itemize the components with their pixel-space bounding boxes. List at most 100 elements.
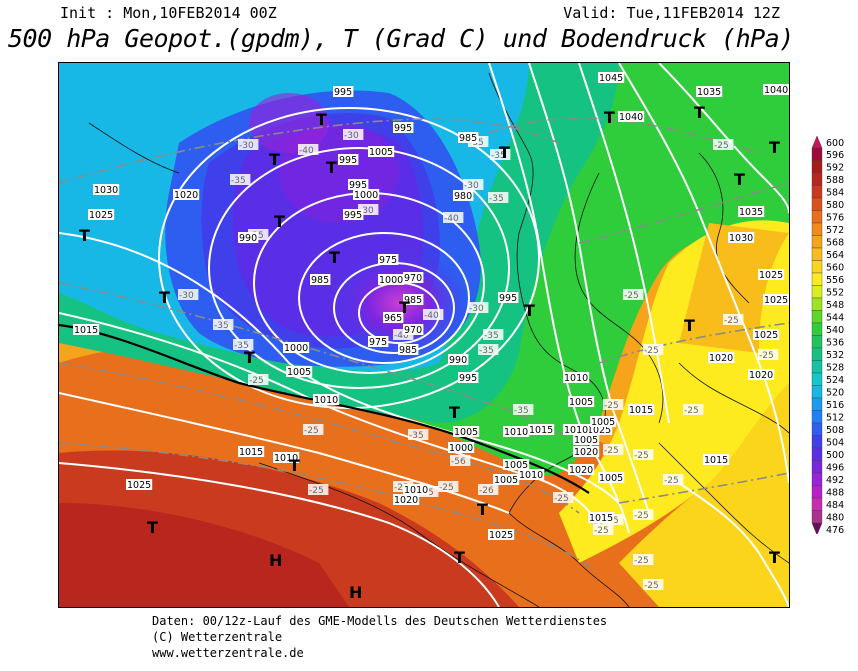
legend-label: 520 (826, 388, 844, 399)
temperature-label: -25 (664, 476, 679, 486)
temp-label-bg (450, 455, 471, 466)
isobar-label: 970 (404, 325, 422, 336)
temperature-label: -25 (684, 406, 699, 416)
temperature-label: -26 (479, 486, 494, 496)
temp-label-bg (603, 399, 624, 410)
temp-label-bg (488, 192, 509, 203)
temperature-label: -35 (234, 341, 249, 351)
legend-swatch (811, 185, 823, 199)
footer-url: www.wetterzentrale.de (152, 646, 304, 660)
isobar-label: 1025 (489, 530, 513, 541)
legend-label: 556 (826, 275, 844, 286)
temp-label-bg (233, 339, 254, 350)
temp-label-bg (308, 484, 329, 495)
temperature-label: -25 (724, 316, 739, 326)
pressure-center-label: T (329, 248, 340, 267)
isobar-label-bg (333, 86, 354, 97)
temp-label-bg (438, 481, 459, 492)
temperature-label: -40 (424, 311, 439, 321)
legend-swatch (811, 372, 823, 386)
isobar-label: 1010 (564, 373, 588, 384)
isobar-label-bg (310, 274, 331, 285)
legend-swatch (811, 360, 823, 374)
temperature-label: -25 (304, 426, 319, 436)
isobar-label-bg (763, 294, 789, 305)
legend-label: 540 (826, 325, 844, 336)
pressure-center-label: T (159, 288, 170, 307)
legend-label: 500 (826, 450, 844, 461)
temp-label-bg (238, 139, 259, 150)
isobar-label-bg (283, 342, 310, 353)
isobar-label: 1025 (89, 210, 113, 221)
isobar-label-bg (313, 394, 340, 405)
legend-swatch (811, 160, 823, 174)
legend-swatch (811, 447, 823, 461)
isobar-label-bg (238, 232, 259, 243)
isobar-label: 1015 (74, 325, 98, 336)
legend-swatch (811, 385, 823, 399)
temp-label-bg (343, 129, 364, 140)
isobar-label-bg (383, 312, 404, 323)
isobar-label-bg (368, 336, 389, 347)
temperature-label: -25 (714, 141, 729, 151)
temp-label-bg (483, 329, 504, 340)
temp-label-bg (713, 139, 734, 150)
temperature-label: -25 (439, 483, 454, 493)
isobar-label: 1015 (704, 455, 728, 466)
coastlines (88, 72, 789, 607)
isobar-label-bg (343, 209, 364, 220)
legend-label: 592 (826, 163, 844, 174)
isobar-label: 1030 (729, 233, 753, 244)
legend-label: 532 (826, 350, 844, 361)
pressure-center-label: T (524, 301, 535, 320)
init-time-label: Init : Mon,10FEB2014 00Z (60, 4, 277, 22)
legend-label: 584 (826, 188, 844, 199)
legend-swatch (811, 197, 823, 211)
isobar-label-bg (708, 352, 735, 363)
legend-label: 528 (826, 363, 844, 374)
temperature-lines (59, 117, 789, 574)
isobar-label: 1020 (749, 370, 773, 381)
isobar-label-bg (590, 416, 617, 427)
isobar-label-bg (338, 154, 359, 165)
temp-label-bg (663, 474, 684, 485)
temperature-label: -30 (239, 141, 254, 151)
isobar-label-bg (448, 442, 475, 453)
legend-arrow-bottom (811, 522, 823, 536)
isobar-label: 975 (379, 255, 397, 266)
legend-swatch (811, 235, 823, 249)
legend-label-top: 600 (826, 138, 844, 149)
temp-label-bg (463, 179, 484, 190)
legend-swatch (811, 297, 823, 311)
temperature-label: -25 (604, 446, 619, 456)
temp-label-bg (633, 554, 654, 565)
isobar-label: 1000 (354, 190, 378, 201)
temp-label-bg (408, 429, 429, 440)
isobar-label-bg (503, 459, 530, 470)
pressure-center-label: H (349, 583, 362, 602)
pressure-center-label: T (769, 138, 780, 157)
color-legend: 600 596 592 588 584 580 576 572 568 564 560 556 552 5… (810, 134, 855, 536)
temperature-label: -25 (644, 581, 659, 591)
temperature-label: -25 (309, 486, 324, 496)
legend-swatch (811, 285, 823, 299)
temperature-label: -25 (624, 291, 639, 301)
isobar-label-bg (628, 404, 655, 415)
isobar-label-bg (618, 111, 645, 122)
isobar-label: 990 (449, 355, 467, 366)
isobar-label: 985 (459, 133, 477, 144)
temp-label-bg (478, 344, 499, 355)
temp-label-bg (593, 524, 614, 535)
isobar-label: 1005 (569, 397, 593, 408)
legend-arrow-top (811, 135, 823, 149)
isobar-label: 1010 (519, 470, 543, 481)
isobar-label-bg (393, 122, 414, 133)
isobar-label-bg (563, 424, 590, 435)
isobar-label: 1005 (494, 475, 518, 486)
isobar-label-bg (568, 464, 595, 475)
legend-swatch (811, 510, 823, 524)
pressure-center-label: T (604, 108, 615, 127)
footer-copyright: (C) Wetterzentrale (152, 630, 283, 644)
isobar-label: 1025 (127, 480, 151, 491)
temperature-label: -40 (299, 146, 314, 156)
